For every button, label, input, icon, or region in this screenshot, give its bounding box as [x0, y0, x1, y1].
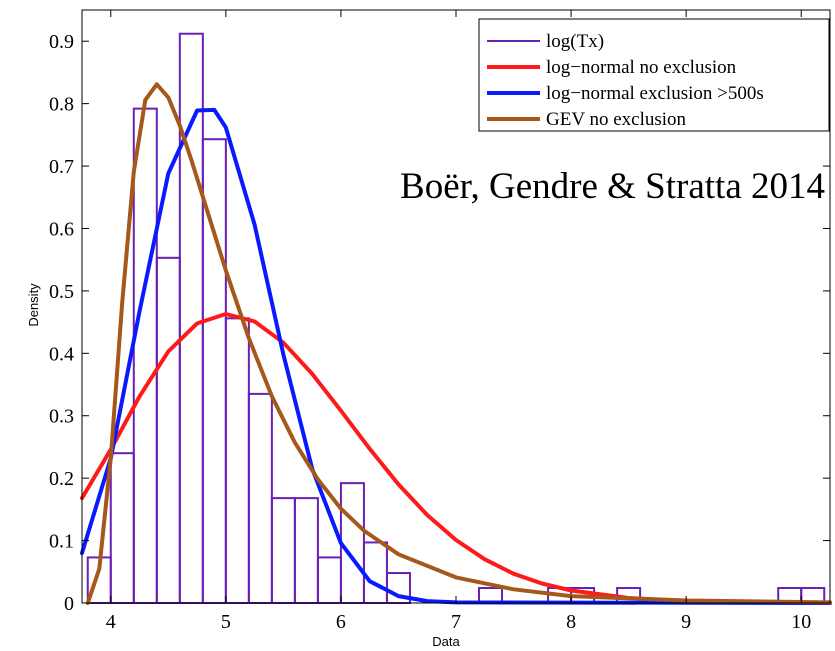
histogram-bar: [293, 497, 319, 604]
legend-label: log(Tx): [546, 31, 604, 52]
histogram-bar: [339, 482, 365, 604]
x-tick-label: 4: [106, 611, 116, 633]
histogram-bar: [109, 452, 135, 605]
legend-label: GEV no exclusion: [546, 109, 687, 130]
histogram-bar: [316, 556, 342, 604]
y-tick-label: 0.8: [49, 94, 74, 116]
histogram-bar: [224, 317, 250, 604]
legend: log(Tx) log−normal no exclusion log−normal…: [478, 18, 830, 132]
y-tick-label: 0: [64, 593, 74, 615]
x-tick-label: 9: [681, 611, 691, 633]
histogram-bar: [247, 392, 273, 604]
y-tick-label: 0.6: [49, 218, 74, 240]
legend-box: [478, 18, 830, 132]
y-tick-label: 0.7: [49, 156, 74, 178]
legend-label: log−normal exclusion >500s: [546, 83, 764, 104]
series-line: [85, 82, 832, 605]
y-tick-label: 0.1: [49, 531, 74, 553]
histogram-bar: [132, 107, 158, 604]
histogram-bar: [270, 497, 296, 604]
y-tick-label: 0.9: [49, 31, 74, 53]
series-line: [80, 312, 832, 605]
x-tick-label: 5: [221, 611, 231, 633]
series-line: [80, 107, 832, 605]
y-tick-label: 0.3: [49, 406, 74, 428]
citation-annotation: Boër, Gendre & Stratta 2014: [400, 166, 825, 207]
x-axis-title: Data: [432, 634, 460, 649]
y-tick-label: 0.5: [49, 281, 74, 303]
histogram-bar: [362, 541, 388, 605]
fitted-curves: [80, 82, 832, 605]
y-tick-label: 0.2: [49, 468, 74, 490]
y-tick-label: 0.4: [49, 343, 74, 365]
histogram-bar: [155, 256, 181, 604]
tick-labels: 4 5 6 7 8 9 10 0 0.1 0.2 0.3 0.4 0.5 0.6 0.7 0.8 0.9: [49, 31, 811, 633]
y-axis-title: Density: [26, 283, 41, 327]
x-tick-label: 7: [451, 611, 461, 633]
x-tick-label: 6: [336, 611, 346, 633]
x-tick-label: 10: [791, 611, 811, 633]
legend-label: log−normal no exclusion: [546, 57, 737, 78]
x-tick-label: 8: [566, 611, 576, 633]
